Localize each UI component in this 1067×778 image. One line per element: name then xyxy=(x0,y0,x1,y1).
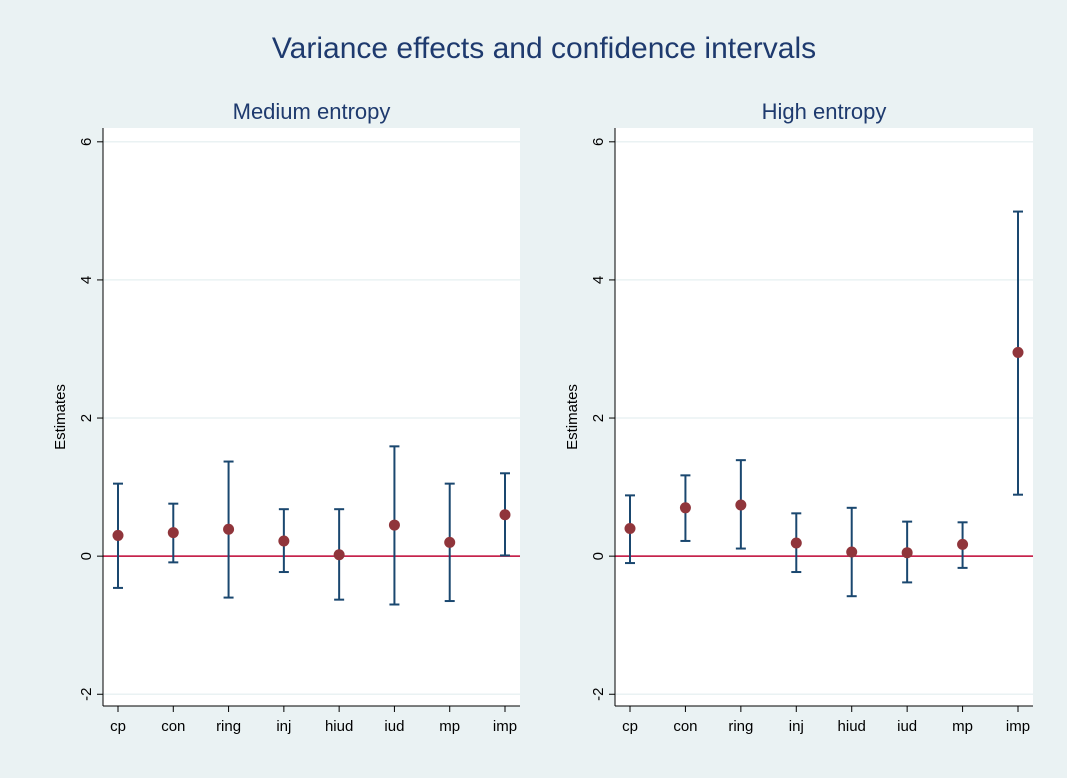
point xyxy=(167,527,179,539)
point xyxy=(901,547,913,559)
x-tick-label: hiud xyxy=(838,718,866,735)
plot-area xyxy=(103,128,520,706)
x-tick-label: imp xyxy=(493,718,517,735)
point xyxy=(333,549,345,561)
y-tick-label: 6 xyxy=(78,138,95,146)
y-axis-label: Estimates xyxy=(564,384,581,450)
x-tick-label: mp xyxy=(952,718,973,735)
x-tick-label: inj xyxy=(276,718,291,735)
y-axis-label: Estimates xyxy=(52,384,69,450)
point xyxy=(790,537,802,549)
point xyxy=(735,499,747,511)
y-tick-label: -2 xyxy=(78,688,95,701)
x-tick-label: con xyxy=(161,718,185,735)
panel-title: High entropy xyxy=(762,99,887,124)
x-tick-label: ring xyxy=(728,718,753,735)
y-tick-label: 0 xyxy=(78,552,95,560)
point xyxy=(112,529,124,541)
point xyxy=(499,509,511,521)
point xyxy=(278,535,290,547)
plot-area xyxy=(615,128,1033,706)
x-tick-label: cp xyxy=(622,718,638,735)
y-tick-label: 4 xyxy=(590,276,607,284)
point xyxy=(957,538,969,550)
y-tick-label: 0 xyxy=(590,552,607,560)
y-tick-label: 6 xyxy=(590,138,607,146)
point xyxy=(624,523,636,535)
point xyxy=(223,523,235,535)
y-tick-label: 2 xyxy=(78,414,95,422)
x-tick-label: cp xyxy=(110,718,126,735)
x-tick-label: inj xyxy=(789,718,804,735)
x-tick-label: con xyxy=(673,718,697,735)
point xyxy=(846,546,858,558)
x-tick-label: iud xyxy=(384,718,404,735)
x-tick-label: mp xyxy=(439,718,460,735)
y-tick-label: 2 xyxy=(590,414,607,422)
x-tick-label: iud xyxy=(897,718,917,735)
point xyxy=(388,519,400,531)
chart-title: Variance effects and confidence interval… xyxy=(272,32,816,65)
panel-title: Medium entropy xyxy=(233,99,391,124)
x-tick-label: ring xyxy=(216,718,241,735)
y-tick-label: 4 xyxy=(78,276,95,284)
point xyxy=(444,536,456,548)
point xyxy=(1012,346,1024,358)
point xyxy=(679,502,691,514)
y-tick-label: -2 xyxy=(590,688,607,701)
x-tick-label: imp xyxy=(1006,718,1030,735)
x-tick-label: hiud xyxy=(325,718,353,735)
